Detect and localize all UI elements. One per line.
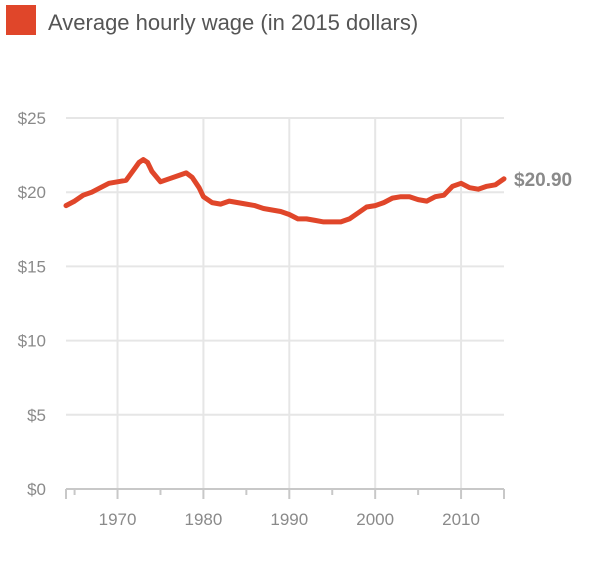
x-axis-tick-labels: 1970 1980 1990 2000 2010: [99, 510, 480, 529]
legend-swatch: [6, 5, 36, 35]
y-tick-label: $25: [18, 109, 46, 128]
wage-series-line: [63, 157, 507, 225]
y-tick-label: $10: [18, 332, 46, 351]
x-tick-label: 1990: [270, 510, 308, 529]
x-axis: [65, 488, 505, 499]
y-axis-tick-labels: $0 $5 $10 $15 $20 $25: [18, 109, 46, 499]
series-layer: [63, 157, 507, 225]
y-tick-label: $0: [27, 480, 46, 499]
y-tick-label: $20: [18, 183, 46, 202]
y-tick-label: $15: [18, 257, 46, 276]
end-value-label: $20.90: [514, 170, 572, 191]
x-tick-label: 2000: [356, 510, 394, 529]
x-tick-label: 2010: [442, 510, 480, 529]
legend-label: Average hourly wage (in 2015 dollars): [48, 10, 418, 35]
annotations: $20.90: [514, 170, 572, 191]
x-tick-label: 1970: [99, 510, 137, 529]
x-tick-label: 1980: [184, 510, 222, 529]
y-tick-label: $5: [27, 406, 46, 425]
